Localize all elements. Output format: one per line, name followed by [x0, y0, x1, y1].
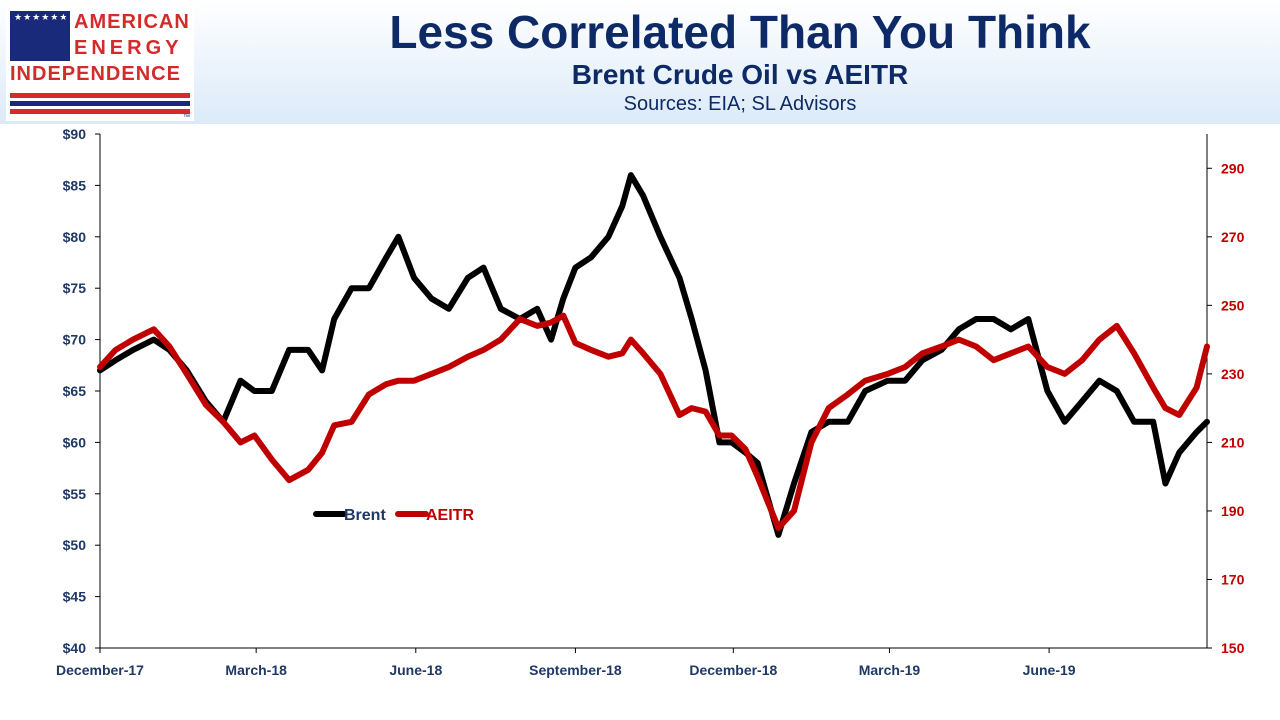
legend-label-brent: Brent: [344, 507, 386, 524]
right-tick-label: 290: [1221, 160, 1245, 176]
left-tick-label: $90: [63, 126, 87, 142]
header-band: [0, 0, 1280, 124]
left-tick-label: $85: [63, 177, 87, 193]
logo-line-2: ENERGY: [74, 37, 183, 59]
x-tick-label: December-17: [56, 662, 144, 678]
left-tick-label: $40: [63, 640, 87, 656]
right-tick-label: 210: [1221, 434, 1245, 450]
left-tick-label: $50: [63, 537, 87, 553]
logo-trademark: ™: [183, 114, 190, 121]
x-tick-label: December-18: [689, 662, 777, 678]
left-tick-label: $80: [63, 229, 87, 245]
right-tick-label: 250: [1221, 297, 1245, 313]
x-tick-label: June-18: [389, 662, 442, 678]
chart-source: Sources: EIA; SL Advisors: [623, 93, 857, 115]
logo-stripe: [10, 109, 190, 114]
left-tick-label: $55: [63, 486, 87, 502]
us-flag-icon: ★★★★★★★★★★★★★★★★★★★★★★★★★★★★★★★★★★★★★★★★…: [10, 11, 70, 61]
x-tick-label: September-18: [529, 662, 622, 678]
left-tick-label: $65: [63, 383, 87, 399]
left-tick-label: $60: [63, 434, 87, 450]
left-tick-label: $75: [63, 280, 87, 296]
series-line-aeitr: [97, 312, 1210, 532]
x-tick-label: March-18: [225, 662, 287, 678]
logo-line-3: INDEPENDENCE: [10, 63, 181, 85]
american-energy-independence-logo: ★★★★★★★★★★★★★★★★★★★★★★★★★★★★★★★★★★★★★★★★…: [6, 5, 194, 121]
x-tick-label: June-19: [1023, 662, 1076, 678]
page-title: Less Correlated Than You Think: [389, 6, 1091, 58]
logo-line-1: AMERICAN: [74, 11, 190, 33]
right-tick-label: 230: [1221, 366, 1245, 382]
x-tick-label: March-19: [859, 662, 921, 678]
right-tick-label: 270: [1221, 229, 1245, 245]
right-tick-label: 150: [1221, 640, 1245, 656]
left-tick-label: $70: [63, 332, 87, 348]
right-tick-label: 170: [1221, 571, 1245, 587]
logo-stripe: [10, 93, 190, 98]
chart-subtitle: Brent Crude Oil vs AEITR: [571, 59, 909, 90]
legend-label-aeitr: AEITR: [426, 507, 474, 524]
right-tick-label: 190: [1221, 503, 1245, 519]
series-line-brent: [97, 172, 1210, 538]
logo-stripe: [10, 101, 190, 106]
left-tick-label: $45: [63, 589, 87, 605]
